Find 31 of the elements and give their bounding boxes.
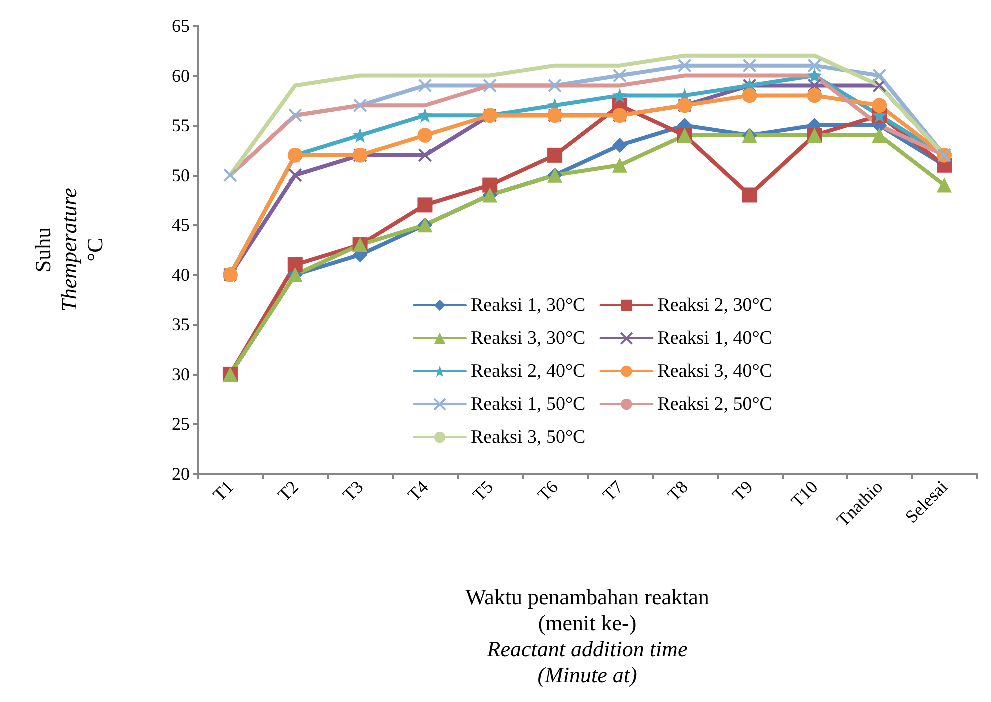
x-tick-label: T10 (787, 476, 822, 512)
x-tick-label: T5 (468, 476, 498, 506)
x-tick-label: T9 (728, 476, 757, 506)
y-axis-title: Suhu Themperature °C (30, 188, 108, 312)
x-tick-label: T1 (209, 476, 238, 506)
y-tick-label: 20 (172, 464, 190, 484)
legend-label: Reaksi 1, 50°C (471, 394, 586, 415)
y-tick-label: 35 (172, 314, 190, 335)
y-tick-label: 50 (172, 165, 190, 186)
x-tick-label: T6 (534, 476, 562, 506)
x-tick-label: T2 (274, 476, 302, 506)
legend-label: Reaksi 3, 40°C (658, 361, 772, 382)
x-tick-label: T4 (404, 476, 432, 506)
y-tick-label: 45 (172, 215, 190, 236)
legend-label: Reaksi 3, 50°C (471, 427, 586, 448)
y-tick-label: 60 (172, 66, 190, 86)
x-tick-label: T8 (664, 476, 692, 506)
x-tick-label: T3 (339, 476, 368, 506)
legend-label: Reaksi 2, 50°C (658, 394, 772, 415)
legend-label: Reaksi 1, 30°C (471, 295, 586, 316)
y-tick-label: 65 (172, 16, 190, 36)
y-tick-label: 55 (172, 116, 190, 136)
legend-label: Reaksi 3, 30°C (471, 328, 586, 349)
legend-label: Reaksi 2, 40°C (471, 361, 586, 382)
y-tick-label: 30 (172, 364, 190, 384)
y-tick-label: 40 (172, 264, 190, 285)
x-axis-title: Waktu penambahan reaktan (menit ke-) Reactant addition time (Minute at) (466, 584, 710, 688)
x-tick-label: T7 (598, 476, 628, 506)
legend-label: Reaksi 2, 30°C (658, 295, 772, 316)
legend-label: Reaksi 1, 40°C (658, 328, 772, 349)
y-tick-label: 25 (172, 414, 190, 434)
